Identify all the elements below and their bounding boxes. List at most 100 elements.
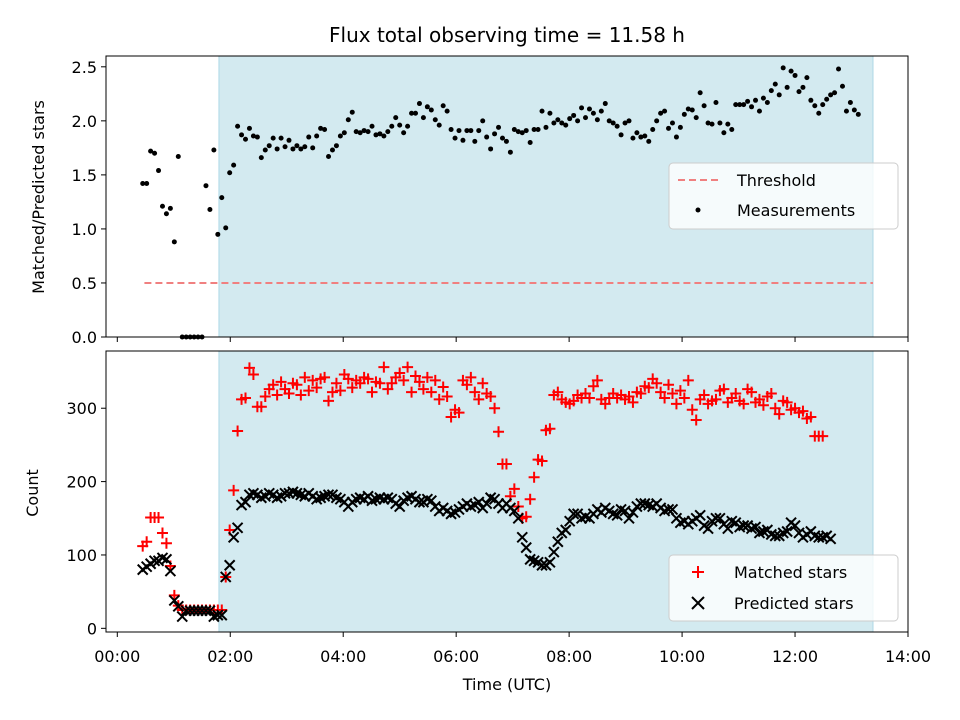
measurement-point [523, 128, 529, 134]
matched-star-point [753, 393, 765, 405]
measurement-point [650, 126, 656, 132]
measurement-point [796, 89, 802, 95]
matched-star-point [627, 396, 639, 408]
predicted-star-point [413, 496, 426, 508]
matched-star-point [366, 386, 378, 398]
measurement-point [211, 147, 217, 153]
y-tick-label: 300 [66, 399, 97, 418]
measurement-point [602, 101, 608, 107]
top-axes-frame [105, 55, 909, 338]
y-tick-label: 1.5 [72, 166, 97, 185]
matched-star-point [489, 402, 501, 414]
matched-star-point [247, 368, 259, 380]
measurement-point [254, 134, 260, 140]
matched-star-point [240, 392, 252, 404]
measurement-point [515, 129, 521, 135]
measurement-point [579, 105, 585, 111]
measurement-point [499, 135, 505, 141]
measurement-point [733, 102, 739, 108]
measurement-point [306, 134, 312, 140]
measurement-point [401, 130, 407, 136]
matched-star-point [465, 371, 477, 383]
matched-star-point [291, 379, 303, 391]
measurement-point [452, 135, 458, 141]
predicted-star-point [516, 531, 528, 544]
y-tick-label: 0.5 [72, 274, 97, 293]
matched-star-point [524, 493, 536, 505]
measurement-point [385, 129, 391, 135]
measurement-point [610, 120, 616, 126]
measurement-point [235, 123, 241, 129]
measurement-point [658, 110, 664, 116]
y-tick-label: 200 [66, 473, 97, 492]
measurement-point [563, 122, 569, 128]
matched-star-point [655, 386, 667, 398]
measurement-point [243, 136, 249, 142]
matched-star-point [153, 512, 165, 524]
matched-star-point [362, 373, 374, 385]
matched-star-point [781, 396, 793, 408]
y-tick-label: 100 [66, 546, 97, 565]
matched-star-point [267, 379, 279, 391]
predicted-star-point [548, 546, 560, 558]
matched-star-point [417, 383, 429, 395]
matched-star-point [710, 393, 722, 405]
matched-star-point [765, 388, 777, 400]
matched-star-point [817, 430, 829, 442]
measurement-point [405, 123, 411, 129]
measurement-point [159, 203, 165, 209]
measurement-point [310, 145, 316, 151]
measurement-point [361, 128, 367, 134]
bottom-y-axis-label: Count [23, 469, 42, 517]
predicted-star-point [512, 512, 525, 524]
measurement-point [389, 123, 395, 129]
measurement-point [492, 131, 498, 137]
measurement-point [476, 128, 482, 134]
x-tick-label: 02:00 [207, 647, 253, 666]
matched-star-point [394, 367, 406, 379]
measurement-point [689, 107, 695, 113]
measurement-point [357, 130, 363, 136]
measurement-point [804, 75, 810, 81]
measurement-point [444, 108, 450, 114]
legend-predicted-label: Predicted stars [734, 594, 854, 613]
measurement-point [484, 134, 490, 140]
matched-star-point [433, 393, 445, 405]
matched-star-point [283, 388, 295, 400]
matched-star-point [568, 395, 580, 407]
matched-star-point [670, 398, 682, 410]
measurement-point [630, 135, 636, 141]
measurement-point [839, 83, 845, 89]
predicted-star-point [164, 565, 177, 577]
matched-star-point [228, 484, 240, 496]
measurement-point [713, 99, 719, 105]
measurement-point [282, 144, 288, 150]
matched-star-point [746, 386, 758, 398]
matched-star-point [520, 511, 532, 523]
measurement-point [567, 116, 573, 122]
predicted-star-point [223, 559, 236, 571]
matched-star-point [493, 426, 505, 438]
predicted-star-point [204, 605, 216, 617]
predicted-star-point [714, 512, 726, 524]
measurement-point [705, 120, 711, 126]
measurement-point [144, 181, 150, 187]
matched-star-point [599, 398, 611, 410]
measurement-point [519, 130, 525, 136]
measurement-point [203, 183, 209, 189]
matched-star-point [651, 377, 663, 389]
measurement-point [622, 120, 628, 126]
measurement-point [231, 162, 237, 168]
predicted-star-point [239, 496, 252, 508]
legend-measurements-swatch [695, 207, 701, 213]
matched-star-point [769, 402, 781, 414]
matched-star-point [259, 390, 271, 402]
measurement-point [634, 130, 640, 136]
bottom-axes-frame [105, 350, 909, 633]
measurement-point [539, 108, 545, 114]
measurement-point [278, 135, 284, 141]
measurement-point [749, 104, 755, 110]
measurement-point [784, 84, 790, 90]
matched-star-point [374, 377, 386, 389]
measurement-point [416, 101, 422, 107]
